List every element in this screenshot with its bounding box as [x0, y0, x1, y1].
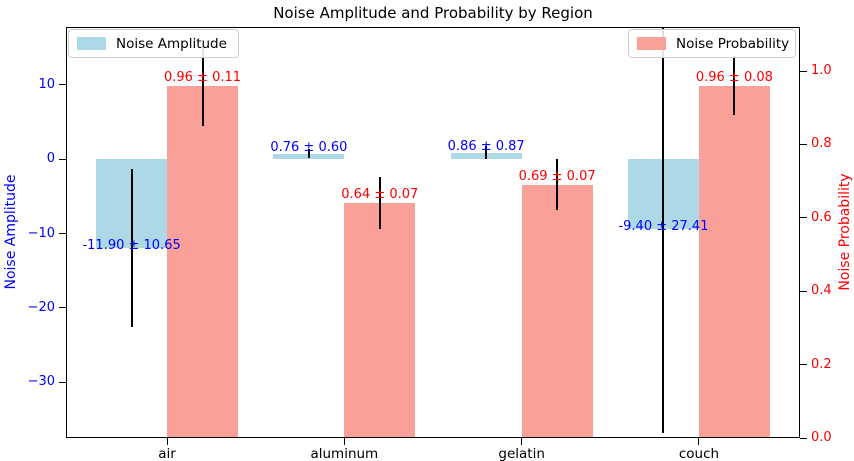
noise-probability-bar-aluminum: [344, 203, 416, 438]
chart-title: Noise Amplitude and Probability by Regio…: [273, 4, 593, 22]
noise-amplitude-errorbar-air: [130, 168, 133, 327]
right-y-tick-label: 0.8: [811, 136, 832, 152]
right-y-tick-mark: [800, 143, 807, 145]
legend-probability-label: Noise Probability: [676, 35, 790, 52]
noise-probability-value-label-aluminum: 0.64 ± 0.07: [341, 187, 419, 203]
left-y-tick-mark: [59, 158, 66, 160]
x-tick-mark-aluminum: [343, 438, 345, 445]
left-y-tick-mark: [59, 84, 66, 86]
legend-amplitude: Noise Amplitude: [68, 29, 239, 58]
left-y-tick-mark: [59, 233, 66, 235]
right-y-tick-label: 0.0: [811, 430, 832, 445]
x-tick-label-aluminum: aluminum: [310, 446, 379, 461]
left-y-tick-mark: [59, 381, 66, 383]
x-tick-mark-air: [166, 438, 168, 445]
right-y-tick-label: 0.2: [811, 356, 832, 372]
noise-amplitude-errorbar-aluminum: [307, 149, 310, 159]
right-y-tick-mark: [800, 290, 807, 292]
x-tick-label-air: air: [158, 446, 176, 461]
right-y-tick-label: 0.6: [811, 209, 832, 225]
noise-amplitude-errorbar-gelatin: [485, 146, 488, 160]
legend-amplitude-swatch: [77, 37, 106, 50]
right-y-tick-mark: [800, 364, 807, 366]
noise-probability-bar-gelatin: [521, 184, 593, 438]
x-tick-mark-couch: [698, 438, 700, 445]
noise-probability-value-label-gelatin: 0.69 ± 0.07: [518, 168, 596, 184]
noise-probability-errorbar-couch: [733, 56, 736, 116]
noise-probability-errorbar-air: [201, 45, 204, 127]
right-y-tick-mark: [800, 217, 807, 219]
legend-probability: Noise Probability: [628, 29, 796, 58]
right-y-tick-mark: [800, 70, 807, 72]
right-y-axis-title-text: Noise Probability: [837, 173, 853, 291]
left-y-tick-label: −10: [27, 225, 55, 241]
x-tick-label-gelatin: gelatin: [498, 446, 545, 461]
legend-amplitude-label: Noise Amplitude: [116, 35, 227, 52]
left-y-tick-mark: [59, 307, 66, 309]
right-y-tick-label: 1.0: [811, 63, 832, 79]
left-y-tick-label: 10: [38, 76, 55, 92]
noise-probability-bar-air: [167, 85, 238, 438]
noise-probability-errorbar-gelatin: [556, 159, 559, 211]
noise-amplitude-value-label-couch: -9.40 ± 27.41: [618, 219, 709, 235]
noise-amplitude-value-label-air: -11.90 ± 10.65: [82, 237, 181, 253]
x-tick-mark-gelatin: [521, 438, 523, 445]
noise-amplitude-value-label-gelatin: 0.86 ± 0.87: [447, 138, 525, 154]
left-y-tick-label: −20: [27, 299, 55, 315]
legend-probability-swatch: [637, 37, 666, 50]
noise-probability-value-label-couch: 0.96 ± 0.08: [695, 69, 773, 85]
left-y-tick-label: −30: [27, 374, 55, 390]
left-y-tick-label: 0: [46, 151, 55, 167]
noise-amplitude-value-label-aluminum: 0.76 ± 0.60: [270, 139, 348, 155]
noise-probability-errorbar-aluminum: [378, 177, 381, 229]
noise-amplitude-errorbar-couch: [662, 27, 665, 433]
noise-probability-value-label-air: 0.96 ± 0.11: [163, 69, 242, 85]
right-y-tick-label: 0.4: [811, 283, 832, 299]
right-y-tick-mark: [800, 437, 807, 439]
noise-probability-bar-couch: [698, 85, 770, 438]
x-tick-label-couch: couch: [678, 446, 720, 461]
